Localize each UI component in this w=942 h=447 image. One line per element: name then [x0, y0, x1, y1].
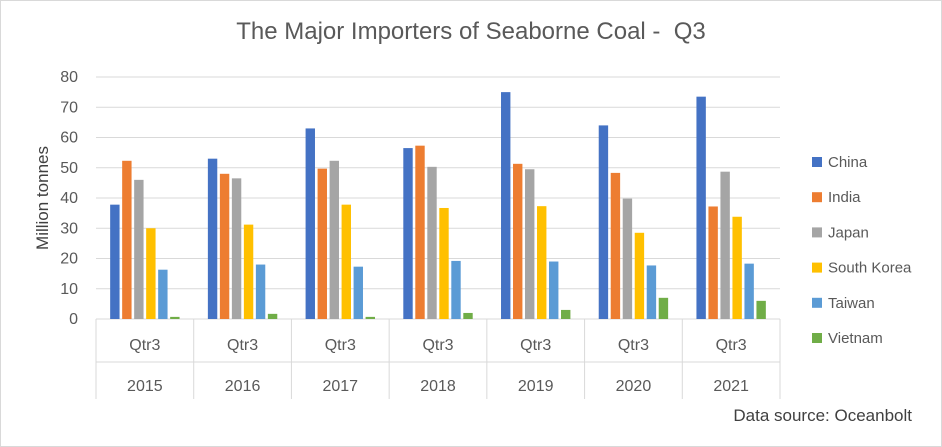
y-tick-label: 30: [60, 220, 78, 237]
bar-taiwan: [255, 264, 266, 319]
bar-vietnam: [561, 309, 571, 319]
bar-vietnam: [463, 312, 473, 319]
x-tick-label-quarter: Qtr3: [716, 337, 747, 354]
bar-south-korea: [634, 232, 645, 319]
legend-label: Japan: [828, 224, 869, 241]
legend-label: Taiwan: [828, 295, 875, 312]
bar-south-korea: [243, 224, 254, 319]
bar-taiwan: [158, 269, 168, 319]
x-tick-label-quarter: Qtr3: [129, 337, 160, 354]
x-tick-label-year: 2020: [616, 378, 652, 395]
bar-india: [513, 163, 523, 319]
bar-vietnam: [756, 300, 766, 319]
y-tick-label: 20: [60, 251, 78, 268]
x-tick-label-year: 2019: [518, 378, 554, 395]
bar-south-korea: [146, 228, 156, 319]
bar-china: [403, 148, 413, 319]
legend-swatch: [812, 157, 822, 167]
bar-india: [122, 160, 132, 319]
bar-south-korea: [537, 206, 547, 319]
bar-south-korea: [341, 204, 351, 319]
bar-vietnam: [365, 316, 375, 319]
y-tick-label: 40: [60, 190, 78, 207]
x-tick-label-year: 2021: [713, 378, 749, 395]
legend-swatch: [812, 262, 822, 273]
x-tick-label-quarter: Qtr3: [227, 337, 258, 354]
bar-china: [305, 128, 315, 319]
bar-china: [696, 96, 706, 319]
chart-title: The Major Importers of Seaborne Coal - Q…: [236, 18, 706, 45]
bar-japan: [231, 178, 242, 319]
legend-swatch: [812, 227, 822, 238]
bar-taiwan: [549, 261, 559, 319]
bar-china: [598, 125, 609, 320]
legend-label: South Korea: [828, 260, 912, 277]
bar-vietnam: [267, 313, 278, 319]
y-tick-label: 50: [60, 160, 78, 177]
bar-india: [317, 168, 327, 319]
x-tick-label-year: 2015: [127, 378, 163, 395]
bar-india: [708, 206, 718, 319]
x-tick-label-quarter: Qtr3: [325, 337, 356, 354]
y-tick-label: 10: [60, 281, 78, 298]
legend-label: China: [828, 154, 868, 171]
bar-japan: [720, 171, 730, 319]
legend-label: Vietnam: [828, 330, 883, 347]
y-tick-label: 80: [60, 69, 78, 86]
bar-japan: [427, 166, 437, 319]
legend-swatch: [812, 192, 822, 203]
y-tick-label: 0: [69, 311, 78, 328]
bar-vietnam: [170, 316, 180, 319]
bar-taiwan: [451, 260, 461, 319]
bar-china: [207, 158, 218, 319]
bar-india: [610, 172, 621, 319]
x-tick-label-quarter: Qtr3: [618, 337, 649, 354]
bar-china: [110, 204, 120, 319]
y-tick-label: 70: [60, 99, 78, 116]
bar-india: [415, 145, 425, 319]
legend-label: India: [828, 189, 861, 206]
x-tick-label-quarter: Qtr3: [422, 337, 453, 354]
source-note: Data source: Oceanbolt: [733, 406, 912, 425]
bar-japan: [525, 169, 535, 319]
bar-japan: [134, 179, 144, 319]
bar-china: [501, 92, 511, 319]
bar-india: [219, 173, 230, 319]
x-tick-label-year: 2016: [225, 378, 261, 395]
legend-swatch: [812, 297, 822, 308]
y-tick-label: 60: [60, 130, 78, 147]
bar-taiwan: [353, 266, 363, 319]
x-tick-label-quarter: Qtr3: [520, 337, 551, 354]
bar-japan: [622, 198, 633, 319]
bar-south-korea: [732, 216, 742, 319]
legend-swatch: [812, 333, 822, 343]
y-axis-title: Million tonnes: [33, 146, 52, 250]
x-tick-label-year: 2018: [420, 378, 456, 395]
bar-japan: [329, 160, 339, 319]
bar-taiwan: [646, 265, 657, 319]
bar-vietnam: [658, 297, 669, 319]
bar-south-korea: [439, 207, 449, 319]
bar-taiwan: [744, 263, 754, 319]
x-tick-label-year: 2017: [322, 378, 358, 395]
